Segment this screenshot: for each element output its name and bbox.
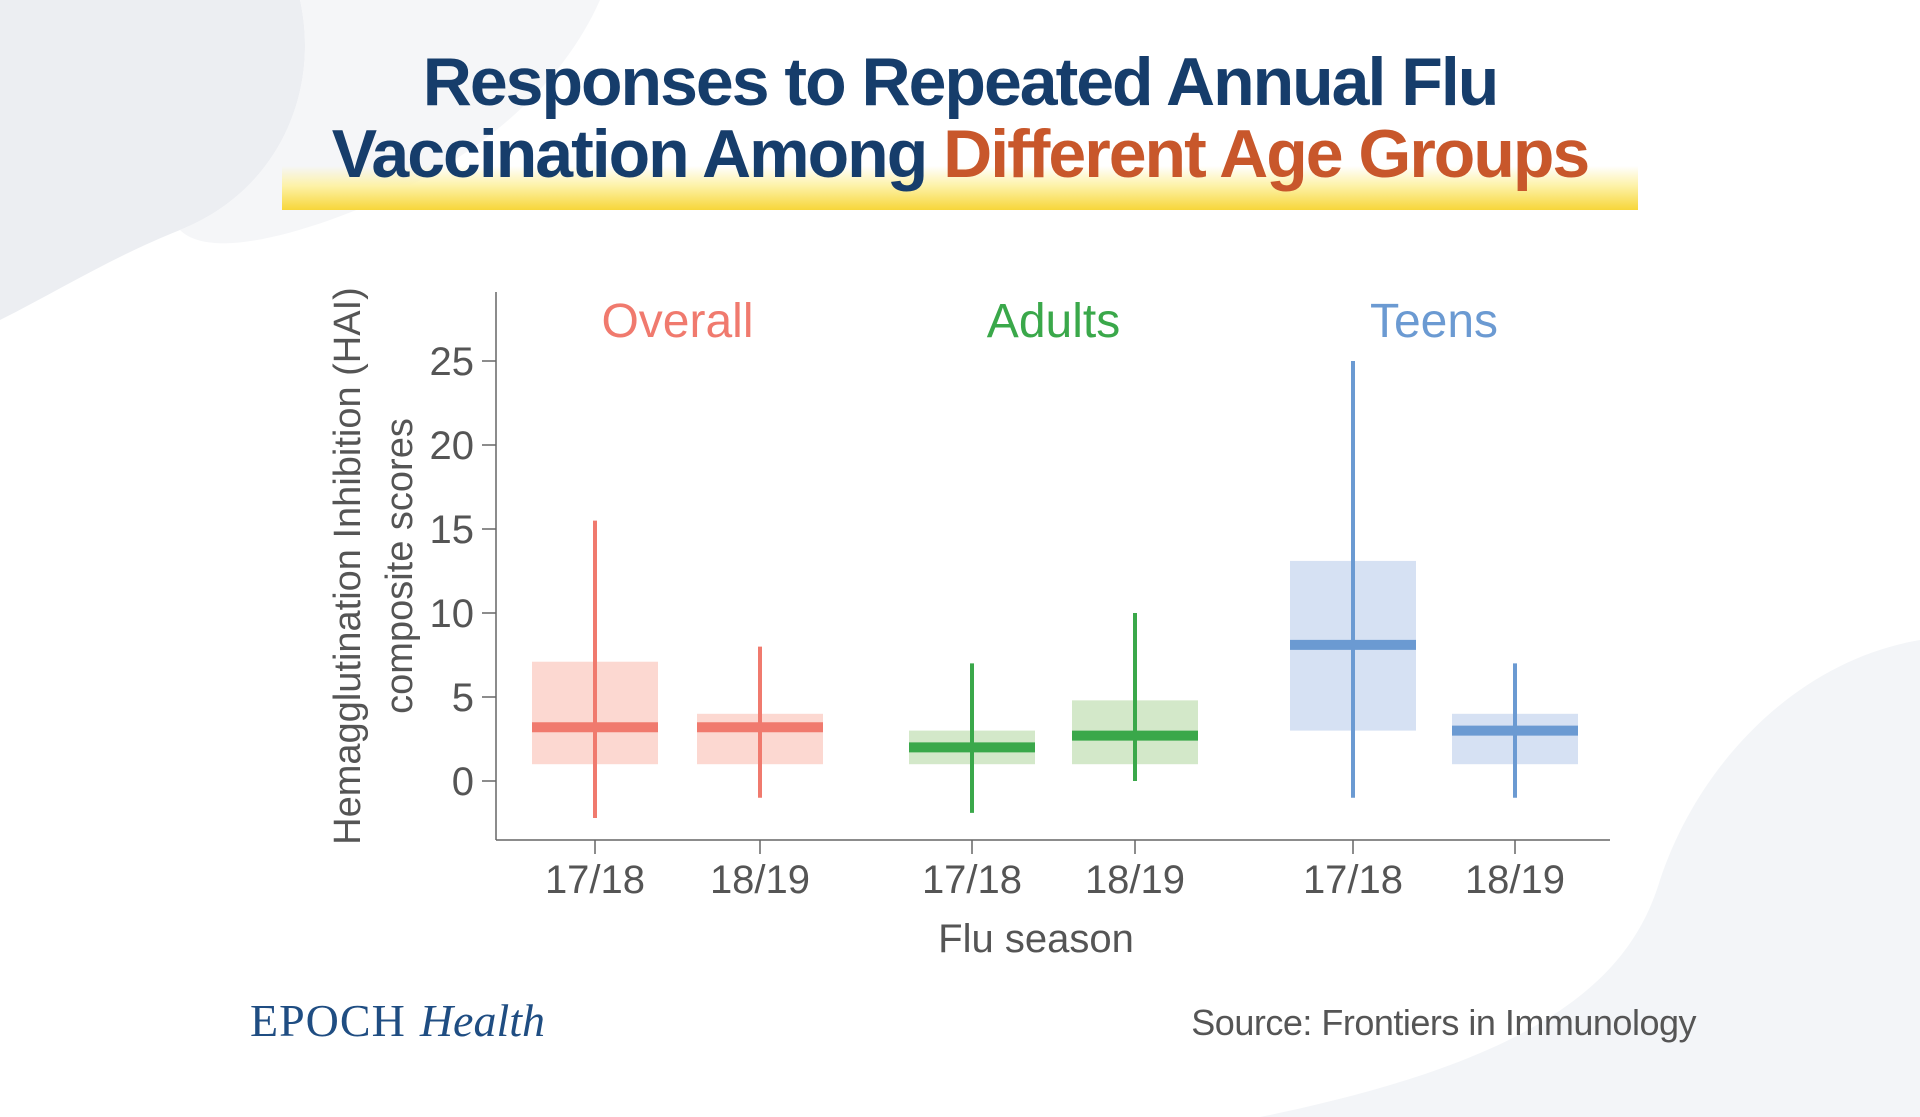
y-tick-label: 5 [452, 676, 474, 720]
y-tick-label: 20 [430, 424, 475, 468]
y-tick-label: 25 [430, 340, 475, 384]
title-line-2-accent: Different Age Groups [943, 116, 1590, 192]
source-note: Source: Frontiers in Immunology [1191, 1002, 1696, 1043]
x-tick-label: 17/18 [1303, 858, 1403, 902]
title-line-2: Vaccination Among Different Age Groups [0, 116, 1920, 192]
x-tick-label: 17/18 [922, 858, 1022, 902]
y-tick-label: 10 [430, 592, 475, 636]
background-blob-bottom-right [1260, 640, 1920, 1117]
x-tick-label: 18/19 [1085, 858, 1185, 902]
y-tick-label: 15 [430, 508, 475, 552]
group-label-overall: Overall [601, 295, 753, 348]
x-tick-label: 18/19 [1465, 858, 1565, 902]
y-axis-label-line-2: composite scores [379, 418, 421, 714]
x-axis-label: Flu season [938, 917, 1134, 961]
title-line-2-main: Vaccination Among [331, 116, 944, 192]
y-tick-label: 0 [452, 760, 474, 804]
brand-part-1: EPOCH [250, 995, 406, 1046]
x-tick-label: 17/18 [545, 858, 645, 902]
title-line-1: Responses to Repeated Annual Flu [422, 44, 1500, 120]
y-axis-label-line-1: Hemagglutination Inhibition (HAI) [327, 287, 369, 845]
x-tick-label: 18/19 [710, 858, 810, 902]
title-highlight-bar [282, 166, 1638, 210]
group-label-adults: Adults [987, 295, 1120, 348]
brand-part-2: Health [419, 995, 546, 1046]
epoch-health-logo: EPOCH Health [250, 994, 545, 1047]
group-label-teens: Teens [1370, 295, 1498, 348]
background-blob-top-left [0, 0, 305, 320]
